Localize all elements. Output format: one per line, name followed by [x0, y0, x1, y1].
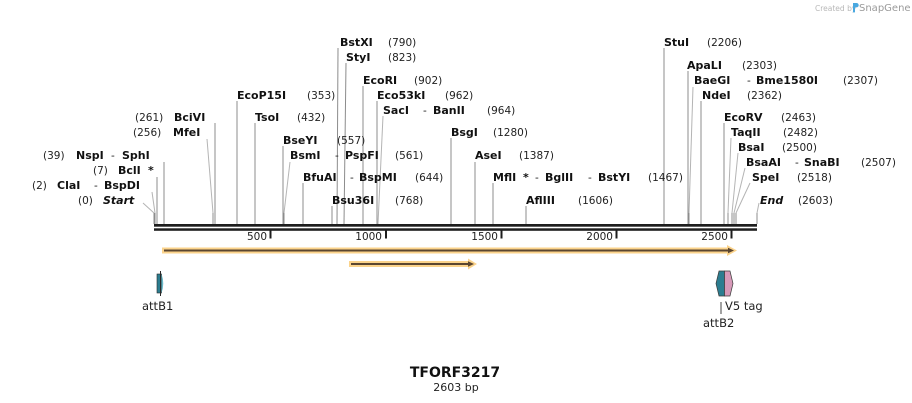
ruler-tick-label: 1000: [355, 231, 382, 243]
site-bcli[interactable]: (7) BclI *: [93, 161, 154, 178]
cut-line: [733, 167, 746, 214]
site-nspi-sphi[interactable]: (39) NspI - SphI: [43, 146, 150, 163]
snapgene-watermark: Created by SnapGene: [815, 3, 911, 14]
site-eco53ki[interactable]: Eco53kI (962): [377, 86, 473, 103]
cut-line: [731, 152, 739, 214]
site-start[interactable]: (0) Start: [78, 191, 135, 208]
site-bstxi[interactable]: BstXI (790): [340, 33, 416, 50]
cut-line: [735, 182, 751, 214]
site-stui[interactable]: StuI (2206): [664, 33, 742, 50]
site-styi[interactable]: StyI (823): [346, 48, 416, 65]
site-ndei[interactable]: NdeI (2362): [702, 86, 782, 103]
ruler-tick: [269, 230, 272, 239]
feature-attb2[interactable]: attB2: [703, 270, 734, 330]
ruler-tick-label: 2500: [701, 231, 728, 243]
ruler-tick: [730, 230, 733, 239]
site-mfei[interactable]: (256) MfeI: [133, 123, 200, 140]
ruler-tick: [500, 230, 503, 239]
ruler-tick-label: 2000: [586, 231, 613, 243]
site-end[interactable]: End (2603): [760, 191, 833, 208]
site-bsu36i[interactable]: Bsu36I (768): [332, 191, 423, 208]
ruler-tick: [385, 230, 387, 239]
site-labels: (0) Start (2) ClaI - BspDI (7) BclI * (3…: [32, 33, 896, 208]
cut-line: [206, 138, 214, 214]
sequence-ruler: 500 1000 1500 2000 2500: [154, 224, 757, 243]
cut-line: [688, 86, 694, 214]
cut-line: [756, 202, 760, 214]
orf-feature-partial[interactable]: [349, 258, 477, 270]
map-title: TFORF3217: [410, 365, 500, 381]
site-ecori[interactable]: EcoRI (902): [363, 71, 442, 88]
site-spei[interactable]: SpeI (2518): [752, 168, 832, 185]
site-asei[interactable]: AseI (1387): [475, 146, 554, 163]
watermark-prefix: Created by: [815, 4, 857, 13]
arrow-right-icon: [728, 247, 734, 254]
site-tsoi[interactable]: TsoI (432): [255, 108, 325, 125]
cut-line: [151, 191, 156, 214]
feature-attb1[interactable]: attB1: [142, 271, 173, 313]
cut-line: [142, 202, 155, 214]
cut-line: [283, 161, 291, 214]
arrow-right-icon: [468, 261, 474, 267]
backbone-top-strand: [154, 224, 757, 227]
v5-tag-shape: [724, 270, 734, 297]
attb1-shape-edge: [161, 274, 164, 293]
ruler-tick-label: 500: [247, 231, 267, 243]
site-bsmi-pspfi[interactable]: BsmI - PspFI (561): [290, 146, 423, 163]
attb1-label: attB1: [142, 299, 173, 313]
snapgene-logo-icon: [853, 3, 859, 13]
site-ecop15i[interactable]: EcoP15I (353): [237, 86, 335, 103]
site-bfuai-bspmi[interactable]: BfuAI - BspMI (644): [303, 168, 443, 185]
map-length: 2603 bp: [433, 381, 478, 394]
site-mfli-bglii-bstyi[interactable]: MflI * - BglII - BstYI (1467): [493, 168, 683, 185]
cut-site-lines: [142, 47, 760, 225]
watermark-brand: SnapGene: [859, 3, 911, 14]
site-saci-banii[interactable]: SacI - BanII (964): [383, 101, 515, 118]
backbone-bottom-strand: [154, 228, 757, 231]
cut-line: [336, 47, 339, 225]
attb2-label: attB2: [703, 316, 734, 330]
v5-tag-label: V5 tag: [725, 299, 763, 313]
feature-v5-tag[interactable]: V5 tag: [724, 270, 763, 313]
site-clai-bspdi[interactable]: (2) ClaI - BspDI: [32, 176, 140, 193]
site-bsgi[interactable]: BsgI (1280): [451, 123, 528, 140]
orf-feature-full[interactable]: [162, 245, 737, 256]
site-bsai[interactable]: BsaI (2500): [738, 138, 817, 155]
site-taqii[interactable]: TaqII (2482): [731, 123, 818, 140]
site-bcivi[interactable]: (261) BciVI: [135, 108, 205, 125]
cut-line: [343, 62, 347, 225]
ruler-tick: [615, 230, 618, 239]
site-ecorv[interactable]: EcoRV (2463): [724, 108, 816, 125]
site-bsaai-snabi[interactable]: BsaAI - SnaBI (2507): [746, 153, 896, 170]
site-apali[interactable]: ApaLI (2303): [687, 56, 777, 73]
attb2-shape: [715, 270, 725, 297]
site-afliii[interactable]: AflIII (1606): [526, 191, 613, 208]
ruler-tick-label: 1500: [471, 231, 498, 243]
site-baegi-bme1580i[interactable]: BaeGI - Bme1580I (2307): [694, 71, 878, 88]
cut-line: [377, 115, 384, 225]
site-bseyi[interactable]: BseYI (557): [283, 131, 365, 148]
cut-line: [727, 137, 732, 214]
